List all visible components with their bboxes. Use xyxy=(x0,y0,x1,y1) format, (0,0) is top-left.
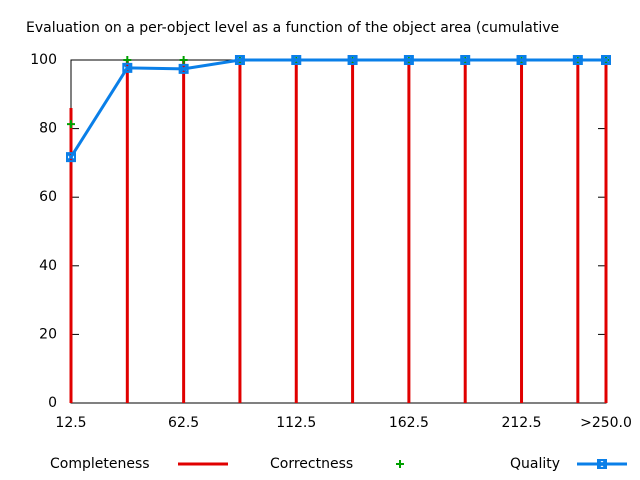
legend-label: Quality xyxy=(510,456,560,472)
legend-label: Correctness xyxy=(270,456,353,472)
point xyxy=(234,55,245,65)
line xyxy=(69,58,606,158)
legend-label: Completeness xyxy=(50,456,150,472)
x-tick-label: 212.5 xyxy=(501,415,541,431)
point xyxy=(572,55,583,65)
point xyxy=(67,120,75,129)
x-tick-label: 162.5 xyxy=(389,415,429,431)
x-tick-label: 62.5 xyxy=(168,415,199,431)
chart-title: Evaluation on a per-object level as a fu… xyxy=(26,20,559,36)
point xyxy=(66,152,76,163)
y-tick-label: 80 xyxy=(39,121,57,137)
point xyxy=(178,63,189,74)
point xyxy=(122,62,133,73)
point xyxy=(291,55,302,65)
y-tick-label: 60 xyxy=(39,189,57,205)
y-tick-label: 20 xyxy=(39,326,57,342)
y-tick-label: 100 xyxy=(30,52,57,68)
x-tick-label: >250.0 xyxy=(580,415,632,431)
x-tick-label: 112.5 xyxy=(276,415,316,431)
legend-swatch xyxy=(396,460,404,468)
point xyxy=(347,55,358,65)
legend-swatch xyxy=(597,459,607,469)
point xyxy=(123,56,132,64)
y-tick-label: 0 xyxy=(48,395,57,411)
point xyxy=(460,55,471,65)
point xyxy=(403,55,414,65)
point xyxy=(601,55,611,65)
x-tick-label: 12.5 xyxy=(55,415,86,431)
point xyxy=(179,56,188,64)
plot-border xyxy=(70,59,607,404)
y-tick-label: 40 xyxy=(39,258,57,274)
point xyxy=(516,55,527,65)
